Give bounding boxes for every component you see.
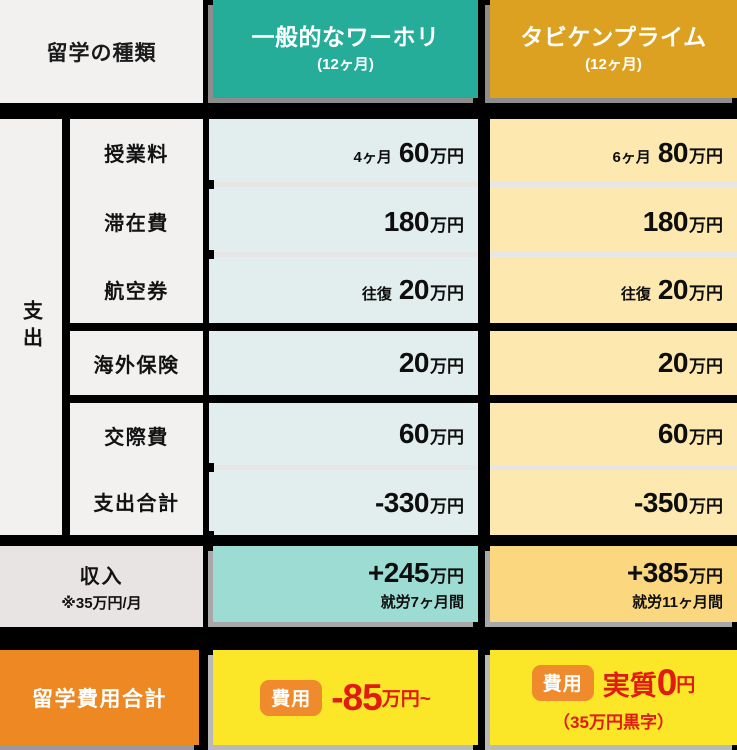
row-label-expense-total: 支出合計 (70, 468, 203, 535)
separator-general-3 (209, 465, 478, 470)
cell-general-tuition: 4ヶ月 60 万円 (209, 119, 478, 186)
expense-group-label-text: 支出 (19, 300, 42, 354)
cell-general-total: 費用 -85 万円~ (213, 650, 478, 745)
cell-general-airfare-amount: 20 (398, 274, 430, 305)
cell-tabiken-insurance: 20 万円 (490, 331, 737, 395)
header-row-label-text: 留学の種類 (46, 41, 157, 65)
general-total-badge: 費用 (260, 679, 323, 716)
cell-tabiken-airfare-amount: 20 (657, 274, 689, 305)
cell-tabiken-total: 費用 実質 0 円 （35万円黒字） (490, 650, 737, 745)
row-label-airfare-text: 航空券 (104, 281, 169, 303)
separator-tabiken-2 (490, 252, 737, 257)
row-label-social: 交際費 (70, 403, 203, 468)
cell-general-accommodation-amount: 180 (383, 205, 430, 237)
row-label-insurance-text: 海外保険 (93, 354, 180, 377)
cell-general-airfare-prefix: 往復 (361, 286, 392, 303)
separator-tabiken-3 (490, 465, 737, 470)
nub-general-4 (205, 531, 214, 540)
cell-general-income-note: 就労7ヶ月間 (380, 593, 464, 611)
cell-general-airfare: 往復 20 万円 (209, 257, 478, 323)
cell-general-income-unit: 万円 (430, 566, 464, 586)
cell-tabiken-expense-total-unit: 万円 (689, 496, 723, 516)
cell-general-social: 60 万円 (209, 403, 478, 465)
cell-general-income: +245 万円 就労7ヶ月間 (213, 546, 478, 622)
cell-general-tuition-prefix: 4ヶ月 (353, 148, 392, 166)
row-label-social-text: 交際費 (104, 427, 169, 449)
row-label-tuition: 授業料 (70, 119, 203, 186)
expense-group-label: 支出 (0, 119, 62, 535)
cell-tabiken-social-unit: 万円 (689, 428, 723, 447)
cell-tabiken-accommodation-amount: 180 (642, 205, 689, 237)
row-label-accommodation-text: 滞在費 (104, 212, 169, 235)
header-column-general: 一般的なワーホリ (12ヶ月) (213, 0, 478, 98)
total-row-label: 留学費用合計 (0, 650, 199, 745)
cell-tabiken-expense-total-amount: -350 (633, 486, 689, 518)
tabiken-total-prefix: 実質 (602, 670, 657, 701)
header-row-label: 留学の種類 (0, 0, 203, 103)
row-label-expense-total-text: 支出合計 (93, 493, 180, 515)
tabiken-total-badge: 費用 (531, 665, 594, 701)
cell-tabiken-airfare-prefix: 往復 (620, 286, 651, 303)
cell-tabiken-accommodation-unit: 万円 (689, 215, 723, 235)
cell-tabiken-social: 60 万円 (490, 403, 737, 465)
header-column-tabiken: タビケンプライム (12ヶ月) (490, 0, 737, 98)
cell-tabiken-airfare-unit: 万円 (689, 284, 723, 303)
cell-general-social-unit: 万円 (430, 428, 464, 447)
cell-tabiken-airfare: 往復 20 万円 (490, 257, 737, 323)
cell-general-insurance: 20 万円 (209, 331, 478, 395)
income-row-label: 収入 ※35万円/月 (0, 546, 203, 627)
row-label-insurance: 海外保険 (70, 331, 203, 395)
cell-general-insurance-unit: 万円 (430, 357, 464, 376)
separator-tabiken-1 (490, 182, 737, 187)
header-general-title: 一般的なワーホリ (251, 24, 440, 51)
row-label-airfare: 航空券 (70, 256, 203, 323)
nub-general-3 (205, 463, 214, 472)
nub-general-2 (205, 250, 214, 259)
cell-tabiken-insurance-amount: 20 (657, 347, 689, 378)
cell-tabiken-tuition: 6ヶ月 80 万円 (490, 119, 737, 186)
cell-tabiken-tuition-amount: 80 (657, 136, 689, 168)
header-tabiken-title: タビケンプライム (520, 24, 707, 51)
separator-general-2 (209, 252, 478, 257)
cell-tabiken-accommodation: 180 万円 (490, 187, 737, 256)
general-total-unit: 万円~ (381, 689, 431, 710)
tabiken-total-unit: 円 (676, 674, 696, 696)
cell-tabiken-income: +385 万円 就労11ヶ月間 (490, 546, 737, 622)
cell-general-income-amount: +245 (367, 556, 430, 588)
cell-tabiken-social-amount: 60 (657, 418, 689, 449)
cell-tabiken-tuition-unit: 万円 (689, 146, 723, 166)
cell-general-tuition-unit: 万円 (430, 146, 464, 166)
cell-general-airfare-unit: 万円 (430, 284, 464, 303)
nub-general-1 (205, 180, 214, 189)
general-total-amount: -85 (331, 676, 382, 718)
row-label-tuition-text: 授業料 (104, 144, 169, 166)
cell-general-accommodation-unit: 万円 (430, 215, 464, 235)
cell-general-tuition-amount: 60 (398, 136, 430, 168)
cell-general-expense-total-amount: -330 (374, 486, 430, 518)
header-tabiken-duration: (12ヶ月) (585, 55, 642, 73)
cell-tabiken-insurance-unit: 万円 (689, 357, 723, 376)
tabiken-total-note: （35万円黒字） (553, 713, 674, 732)
cell-general-accommodation: 180 万円 (209, 187, 478, 256)
header-general-duration: (12ヶ月) (317, 55, 374, 73)
tabiken-total-amount: 0 (656, 662, 678, 703)
income-label-text: 収入 (79, 566, 124, 588)
cell-general-social-amount: 60 (398, 418, 430, 449)
separator-general-1 (209, 182, 478, 187)
income-label-note: ※35万円/月 (61, 595, 142, 612)
total-row-label-text: 留学費用合計 (32, 687, 167, 711)
row-label-accommodation: 滞在費 (70, 186, 203, 256)
cell-general-expense-total: -330 万円 (209, 470, 478, 535)
cell-tabiken-income-note: 就労11ヶ月間 (632, 593, 723, 611)
cell-tabiken-tuition-prefix: 6ヶ月 (612, 148, 651, 166)
cell-general-expense-total-unit: 万円 (430, 496, 464, 516)
cell-tabiken-income-amount: +385 (626, 556, 689, 588)
cell-tabiken-income-unit: 万円 (689, 566, 723, 586)
cell-general-insurance-amount: 20 (398, 347, 430, 378)
cell-tabiken-expense-total: -350 万円 (490, 470, 737, 535)
